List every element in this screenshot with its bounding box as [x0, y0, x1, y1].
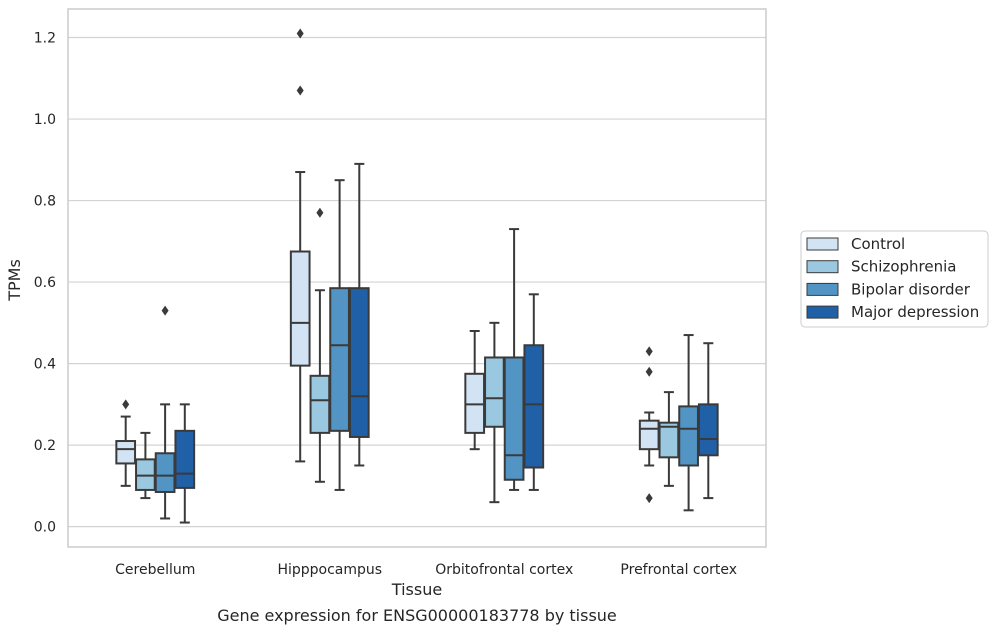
box-3-0 [174, 403, 196, 524]
box-3-2 [523, 293, 545, 491]
box-2-1 [329, 179, 350, 491]
legend-label: Schizophrenia [851, 258, 956, 276]
box-iqr [658, 421, 680, 459]
legend-swatch [806, 260, 839, 274]
boxes [115, 28, 719, 524]
x-tick-label: Prefrontal cortex [620, 562, 737, 578]
y-tick-label: 0.2 [34, 438, 56, 454]
box-iqr [154, 452, 176, 493]
box-iqr [484, 356, 505, 428]
outlier-point [161, 305, 169, 316]
y-tick-labels: 0.0 0.2 0.4 0.6 0.8 1.0 1.2 [34, 31, 56, 536]
box-iqr [503, 356, 525, 481]
box-0-0 [115, 399, 137, 487]
y-tick-label: 1.0 [34, 112, 56, 128]
chart-caption: Gene expression for ENSG00000183778 by t… [217, 606, 617, 625]
y-tick-label: 1.2 [34, 31, 56, 47]
x-tick-labels: Cerebellum Hipppocampus Orbitofrontal cort… [115, 562, 737, 578]
outlier-point [645, 493, 653, 504]
box-iqr [289, 250, 311, 367]
box-iqr [697, 403, 719, 457]
legend-swatch [806, 305, 839, 319]
legend-swatch [806, 282, 839, 296]
box-iqr [523, 344, 545, 469]
legend-label: Major depression [851, 303, 979, 321]
box-iqr [174, 429, 196, 489]
box-iqr [348, 287, 370, 438]
y-tick-label: 0.0 [34, 520, 56, 536]
y-axis-label: TPMs [5, 259, 24, 302]
legend-label: Control [851, 235, 905, 253]
box-1-0 [135, 431, 156, 500]
x-axis-label: Tissue [391, 580, 442, 599]
box-0-3 [638, 346, 660, 504]
x-tick-label: Orbitofrontal cortex [435, 562, 573, 578]
box-1-2 [484, 321, 505, 504]
x-tick-label: Hipppocampus [277, 562, 382, 578]
box-iqr [329, 287, 350, 432]
outlier-point [316, 207, 324, 218]
box-iqr [638, 419, 660, 451]
y-tick-label: 0.6 [34, 275, 56, 291]
y-tick-label: 0.4 [34, 357, 56, 373]
outlier-point [296, 28, 304, 39]
box-iqr [115, 440, 137, 465]
outlier-point [122, 399, 130, 410]
x-tick-label: Cerebellum [115, 562, 195, 578]
box-iqr [135, 458, 156, 491]
outlier-point [645, 366, 653, 377]
box-iqr [464, 372, 486, 434]
legend-swatch [806, 237, 839, 251]
outlier-point [645, 346, 653, 357]
box-1-1 [309, 207, 331, 483]
legend: Control Schizophrenia Bipolar disorder Majo… [800, 230, 989, 328]
box-2-0 [154, 305, 176, 520]
box-0-1 [289, 28, 311, 463]
box-3-3 [697, 342, 719, 500]
legend-frame [800, 230, 989, 328]
outlier-point [296, 85, 304, 96]
box-2-3 [678, 334, 699, 512]
box-iqr [309, 374, 331, 434]
box-3-1 [348, 162, 370, 467]
legend-label: Bipolar disorder [851, 280, 971, 298]
box-iqr [678, 405, 699, 467]
y-tick-label: 0.8 [34, 194, 56, 210]
plot-frame [67, 8, 767, 548]
